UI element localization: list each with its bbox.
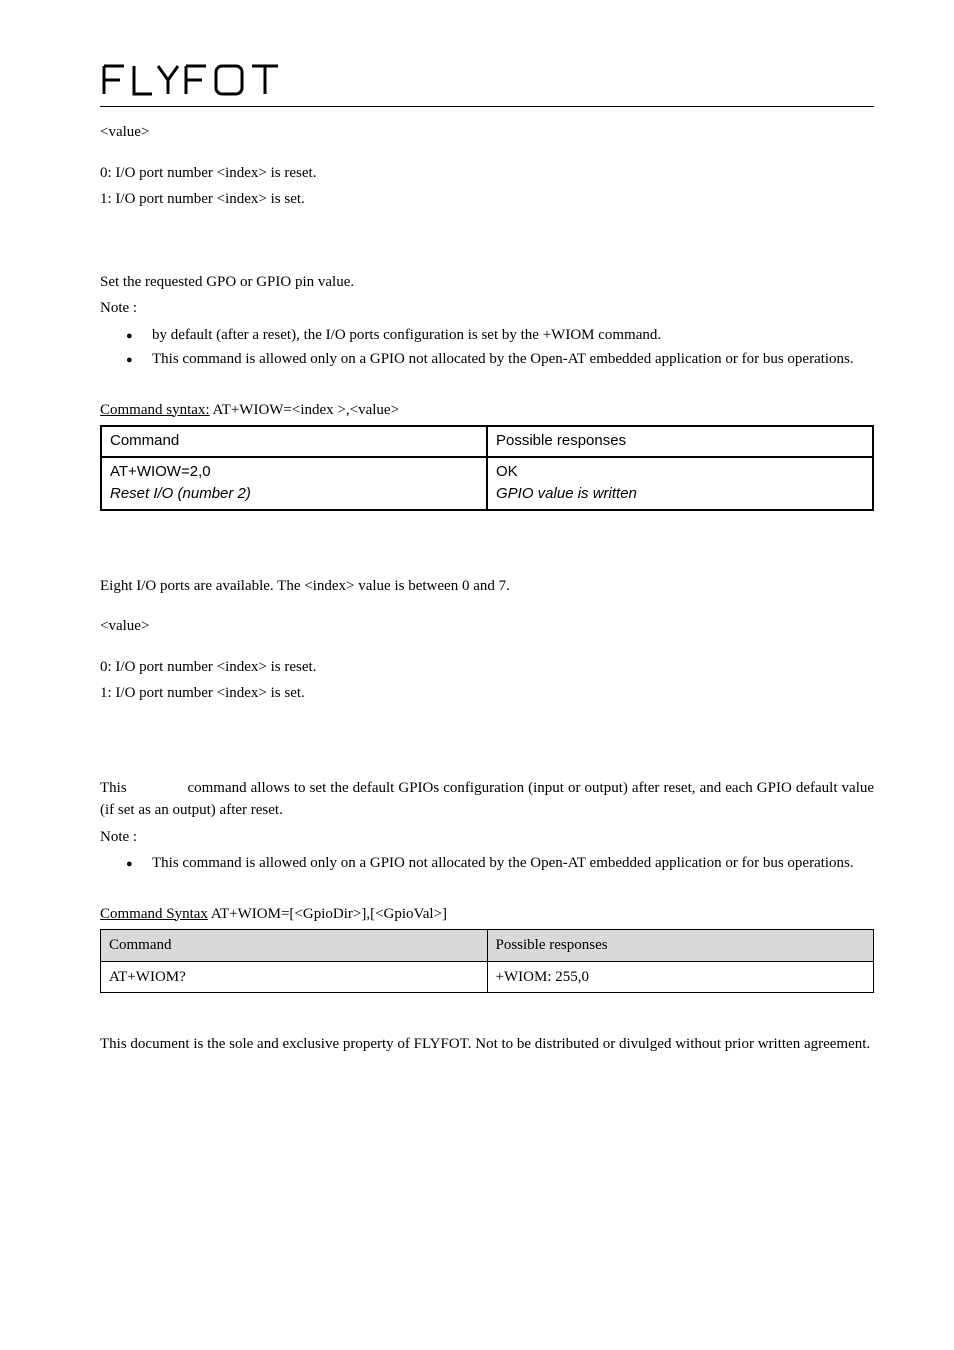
wiom-td-1: +WIOM: 255,0 <box>487 961 874 993</box>
table-row: Command Possible responses <box>101 930 874 962</box>
header-divider <box>100 106 874 107</box>
defined-line-1: 1: I/O port number <index> is set. <box>100 682 874 705</box>
value-section-1: <value> 0: I/O port number <index> is re… <box>100 121 874 211</box>
wiom-th-0: Command <box>101 930 488 962</box>
wiom-syntax-block: Command Syntax AT+WIOM=[<GpioDir>],[<Gpi… <box>100 903 874 994</box>
wiow-td-1: OK GPIO value is written <box>487 457 873 510</box>
value-line-1: 1: I/O port number <index> is set. <box>100 188 874 211</box>
wiom-desc-rest: command allows to set the default GPIOs … <box>100 780 874 819</box>
wiom-desc-lead: This <box>100 780 127 796</box>
wiow-resp-note: GPIO value is written <box>496 485 637 502</box>
wiow-table: Command Possible responses AT+WIOW=2,0 R… <box>100 425 874 511</box>
wiom-desc: This command allows to set the default G… <box>100 777 874 822</box>
wiom-note-label: Note : <box>100 826 874 849</box>
wiom-td-0: AT+WIOM? <box>101 961 488 993</box>
wiow-description: Set the requested GPO or GPIO pin value.… <box>100 271 874 371</box>
brand-logo <box>100 60 874 100</box>
wiow-bullet-0: by default (after a reset), the I/O port… <box>152 324 874 347</box>
wiow-resp-text: OK <box>496 463 518 480</box>
wiow-cmd-text: AT+WIOW=2,0 <box>110 463 211 480</box>
wiow-cmd-note: Reset I/O (number 2) <box>110 485 251 502</box>
wiow-th-0: Command <box>101 426 487 457</box>
table-row: Command Possible responses <box>101 426 873 457</box>
table-row: AT+WIOM? +WIOM: 255,0 <box>101 961 874 993</box>
wiow-desc-line: Set the requested GPO or GPIO pin value. <box>100 271 874 294</box>
wiow-bullet-1: This command is allowed only on a GPIO n… <box>152 348 874 371</box>
footer-text: This document is the sole and exclusive … <box>100 1033 874 1056</box>
value-line-0: 0: I/O port number <index> is reset. <box>100 162 874 185</box>
wiom-table: Command Possible responses AT+WIOM? +WIO… <box>100 929 874 993</box>
wiow-syntax-label: Command syntax: <box>100 402 210 418</box>
wiom-bullets: This command is allowed only on a GPIO n… <box>100 852 874 875</box>
defined-line-0: 0: I/O port number <index> is reset. <box>100 656 874 679</box>
wiom-th-1: Possible responses <box>487 930 874 962</box>
wiow-th-1: Possible responses <box>487 426 873 457</box>
wiom-description: This command allows to set the default G… <box>100 777 874 875</box>
wiom-bullet-0: This command is allowed only on a GPIO n… <box>152 852 874 875</box>
value-tag: <value> <box>100 121 874 144</box>
wiow-syntax-value: AT+WIOW=<index >,<value> <box>210 402 399 418</box>
wiow-td-0: AT+WIOW=2,0 Reset I/O (number 2) <box>101 457 487 510</box>
wiow-bullets: by default (after a reset), the I/O port… <box>100 324 874 371</box>
wiom-syntax: Command Syntax AT+WIOM=[<GpioDir>],[<Gpi… <box>100 903 874 926</box>
wiow-syntax-block: Command syntax: AT+WIOW=<index >,<value>… <box>100 399 874 511</box>
wiom-white-box <box>131 780 184 796</box>
wiow-note-label: Note : <box>100 297 874 320</box>
wiom-syntax-value: AT+WIOM=[<GpioDir>],[<GpioVal>] <box>208 906 447 922</box>
table-row: AT+WIOW=2,0 Reset I/O (number 2) OK GPIO… <box>101 457 873 510</box>
wiow-syntax: Command syntax: AT+WIOW=<index >,<value> <box>100 399 874 422</box>
wiom-syntax-label: Command Syntax <box>100 906 208 922</box>
defined-values-section: Eight I/O ports are available. The <inde… <box>100 575 874 705</box>
defined-value-tag: <value> <box>100 615 874 638</box>
defined-line1: Eight I/O ports are available. The <inde… <box>100 575 874 598</box>
